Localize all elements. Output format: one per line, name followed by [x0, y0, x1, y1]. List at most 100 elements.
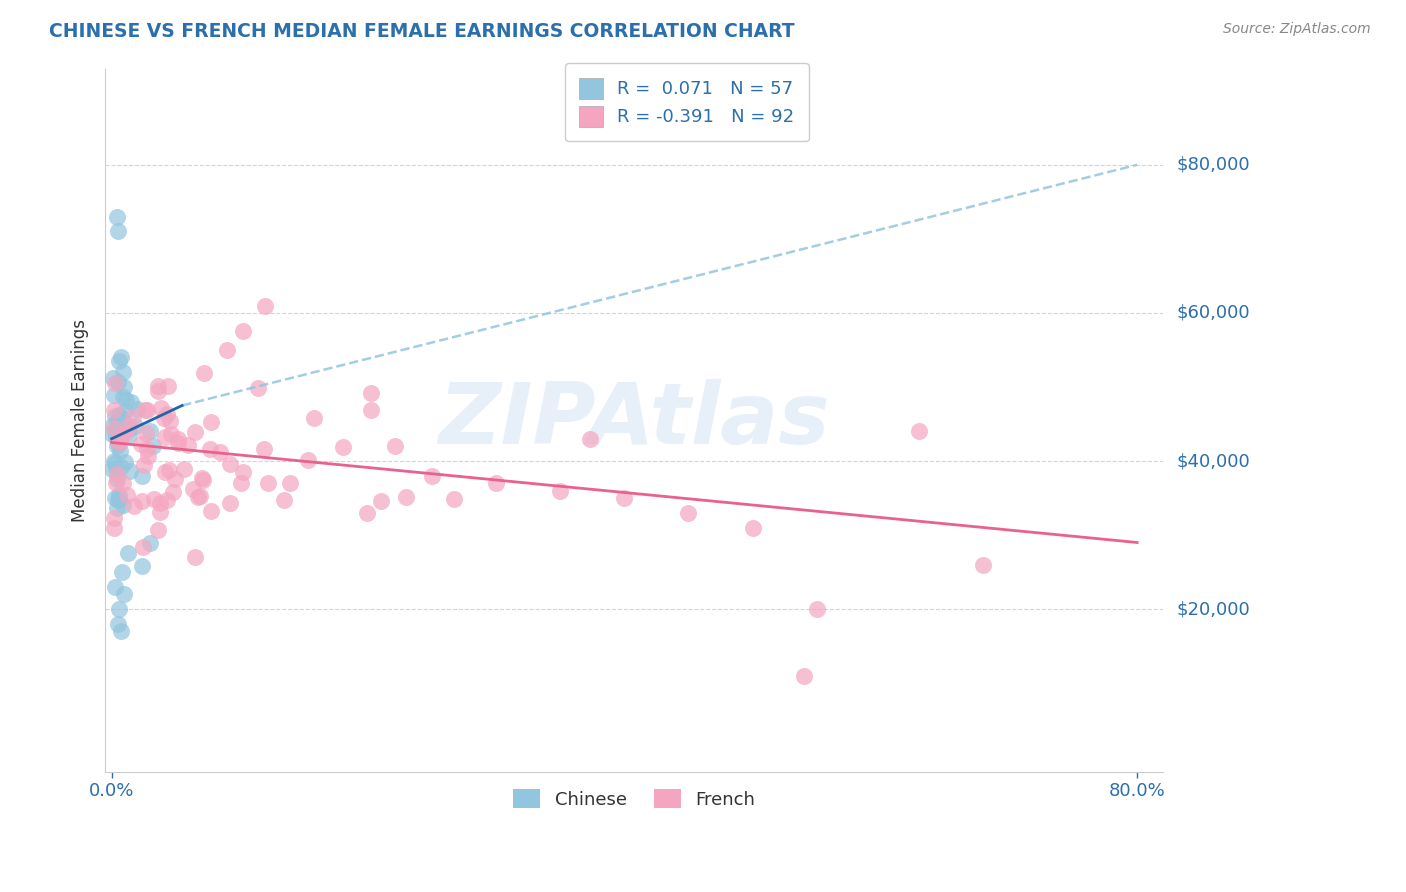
Point	[215, 343, 238, 357]
Point	[160, 426, 183, 441]
Point	[134, 403, 156, 417]
Point	[107, 434, 129, 449]
Point	[162, 484, 184, 499]
Point	[183, 550, 205, 565]
Point	[104, 376, 127, 391]
Point	[136, 442, 159, 457]
Point	[104, 462, 127, 476]
Point	[177, 438, 200, 452]
Point	[142, 439, 165, 453]
Point	[149, 496, 172, 510]
Point	[103, 388, 125, 402]
Text: Source: ZipAtlas.com: Source: ZipAtlas.com	[1223, 22, 1371, 37]
Point	[384, 439, 406, 453]
Point	[108, 412, 131, 426]
Point	[370, 493, 392, 508]
Point	[110, 351, 132, 365]
Point	[231, 476, 253, 491]
Point	[246, 381, 269, 395]
Point	[122, 500, 145, 514]
Point	[356, 507, 378, 521]
Text: ZIPAtlas: ZIPAtlas	[439, 379, 830, 462]
Point	[150, 401, 173, 415]
Point	[135, 426, 157, 441]
Point	[110, 459, 132, 474]
Point	[103, 371, 125, 385]
Point	[105, 439, 128, 453]
Point	[332, 441, 354, 455]
Point	[107, 493, 129, 508]
Point	[741, 521, 763, 535]
Point	[107, 472, 129, 486]
Point	[104, 425, 127, 439]
Point	[129, 437, 152, 451]
Point	[485, 476, 508, 491]
Point	[167, 432, 190, 446]
Point	[191, 474, 214, 488]
Point	[107, 224, 129, 238]
Point	[103, 456, 125, 470]
Point	[107, 414, 129, 428]
Point	[114, 404, 136, 418]
Point	[101, 427, 124, 442]
Point	[124, 419, 146, 434]
Text: $80,000: $80,000	[1177, 156, 1250, 174]
Point	[132, 458, 155, 473]
Point	[111, 429, 134, 443]
Point	[127, 402, 149, 417]
Point	[107, 491, 129, 506]
Point	[104, 409, 127, 424]
Point	[105, 210, 128, 224]
Point	[120, 464, 142, 478]
Point	[110, 624, 132, 639]
Point	[118, 428, 141, 442]
Point	[200, 504, 222, 518]
Point	[104, 491, 127, 505]
Point	[156, 407, 179, 421]
Point	[105, 475, 128, 490]
Point	[806, 602, 828, 616]
Point	[149, 505, 172, 519]
Point	[157, 463, 180, 477]
Point	[108, 602, 131, 616]
Point	[395, 491, 418, 505]
Point	[107, 617, 129, 632]
Point	[159, 414, 181, 428]
Point	[136, 450, 159, 464]
Point	[156, 493, 179, 508]
Point	[908, 425, 931, 439]
Point	[121, 410, 143, 425]
Point	[114, 587, 136, 601]
Point	[131, 540, 153, 554]
Point	[578, 432, 600, 446]
Point	[114, 380, 136, 394]
Point	[219, 496, 242, 510]
Point	[103, 421, 125, 435]
Text: $40,000: $40,000	[1177, 452, 1250, 470]
Point	[112, 365, 135, 379]
Point	[360, 386, 382, 401]
Text: CHINESE VS FRENCH MEDIAN FEMALE EARNINGS CORRELATION CHART: CHINESE VS FRENCH MEDIAN FEMALE EARNINGS…	[49, 22, 794, 41]
Point	[107, 436, 129, 450]
Point	[155, 465, 177, 479]
Point	[103, 403, 125, 417]
Point	[101, 417, 124, 432]
Point	[111, 390, 134, 404]
Point	[104, 580, 127, 594]
Point	[188, 489, 211, 503]
Point	[198, 442, 221, 457]
Point	[114, 455, 136, 469]
Text: $20,000: $20,000	[1177, 600, 1250, 618]
Point	[148, 378, 170, 392]
Point	[232, 465, 254, 479]
Point	[114, 392, 136, 407]
Point	[103, 510, 125, 524]
Point	[108, 434, 131, 449]
Text: $60,000: $60,000	[1177, 304, 1250, 322]
Point	[131, 469, 153, 483]
Point	[111, 411, 134, 425]
Point	[297, 452, 319, 467]
Point	[112, 498, 135, 512]
Point	[105, 500, 128, 515]
Point	[972, 558, 994, 572]
